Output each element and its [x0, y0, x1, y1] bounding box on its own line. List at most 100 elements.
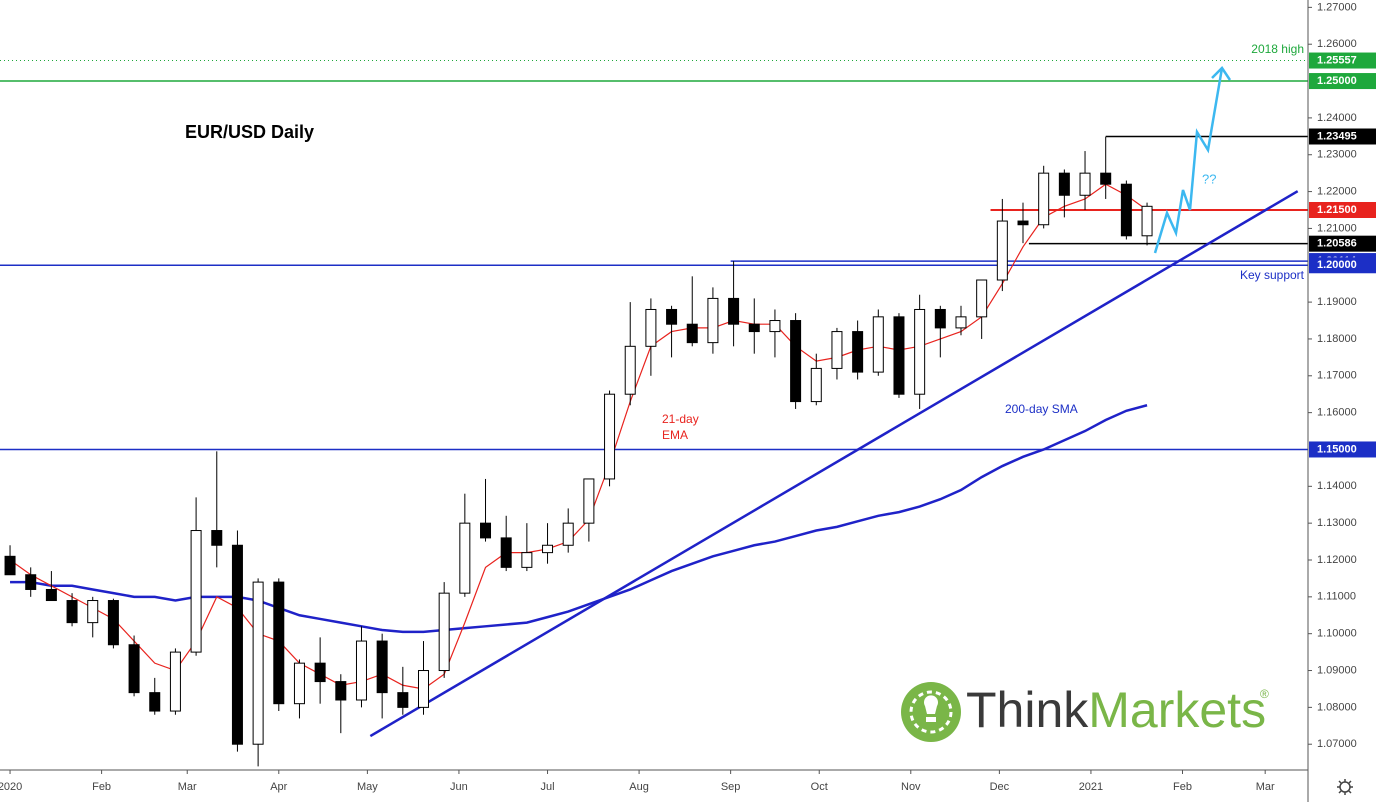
y-tick-label: 1.27000 — [1317, 1, 1357, 13]
projection-path — [1153, 67, 1224, 254]
candle-body — [1120, 183, 1132, 237]
x-tick-label: Mar — [1256, 781, 1275, 793]
price-label: 1.21500 — [1317, 204, 1357, 216]
candle-body — [976, 279, 988, 318]
logo-bulb — [923, 695, 938, 722]
candle-body — [1079, 172, 1091, 196]
candle-body — [128, 644, 140, 694]
plot-area — [0, 60, 1308, 767]
y-tick-label: 1.13000 — [1317, 517, 1357, 529]
y-tick-label: 1.24000 — [1317, 112, 1357, 124]
logo: ThinkMarkets ® — [901, 682, 1269, 742]
candle-body — [459, 522, 471, 594]
annotation: 2018 high — [1251, 42, 1304, 56]
y-tick-label: 1.17000 — [1317, 370, 1357, 382]
candle-body — [1100, 172, 1112, 185]
candle-body — [645, 308, 657, 347]
price-label-box — [1309, 257, 1376, 274]
candle-body — [748, 323, 760, 333]
candle-body — [66, 600, 78, 624]
candle-body — [293, 662, 305, 705]
candle-body — [314, 662, 326, 683]
price-label-box — [1309, 73, 1376, 90]
logo-icon-ring — [909, 690, 953, 734]
candle-body — [934, 308, 946, 329]
candle-body — [500, 537, 512, 568]
candle-body — [852, 331, 864, 373]
price-label: 1.25000 — [1317, 75, 1357, 87]
candle-body — [355, 640, 367, 701]
candle-body — [169, 651, 181, 712]
candle-body — [666, 308, 678, 325]
y-tick-label: 1.22000 — [1317, 185, 1357, 197]
candle-body — [335, 681, 347, 701]
candle-body — [376, 640, 388, 694]
candle-body — [604, 393, 616, 480]
candle-body — [686, 323, 698, 344]
projection-arrow — [1153, 66, 1232, 254]
price-label: 1.23495 — [1317, 130, 1357, 142]
settings-icon[interactable] — [1337, 779, 1353, 795]
trendline — [369, 190, 1299, 738]
candle-body — [252, 581, 264, 745]
candle-body — [25, 574, 37, 590]
y-tick-label: 1.16000 — [1317, 407, 1357, 419]
candle-body — [1058, 172, 1070, 196]
candle-body — [769, 320, 781, 333]
candle-body — [955, 316, 967, 329]
y-tick-label: 1.12000 — [1317, 554, 1357, 566]
logo-text: ThinkMarkets — [966, 682, 1266, 738]
y-tick-label: 1.21000 — [1317, 222, 1357, 234]
candle-body — [417, 670, 429, 708]
annotation: 200-day SMA — [1005, 402, 1078, 416]
x-tick-label: Sep — [721, 781, 741, 793]
price-label-box — [1309, 128, 1376, 145]
price-label-box — [1309, 52, 1376, 69]
candle-body — [872, 316, 884, 373]
y-tick-label: 1.09000 — [1317, 664, 1357, 676]
x-tick-label: Jul — [541, 781, 555, 793]
x-tick-label: Apr — [270, 781, 287, 793]
logo-think: Think — [966, 682, 1089, 738]
x-tick-label: Mar — [178, 781, 197, 793]
candle-body — [831, 331, 843, 369]
logo-markets: Markets — [1088, 682, 1266, 738]
candle-body — [521, 552, 533, 568]
candle-body — [107, 600, 119, 646]
candle-body — [480, 522, 492, 539]
y-tick-label: 1.11000 — [1317, 591, 1356, 603]
candle-body — [1038, 172, 1050, 226]
annotation: Key support — [1240, 268, 1305, 282]
price-label: 1.25557 — [1317, 54, 1357, 66]
chart-title: EUR/USD Daily — [185, 122, 314, 142]
y-tick-label: 1.10000 — [1317, 628, 1357, 640]
annotation: ?? — [1202, 171, 1216, 186]
candle-body — [211, 530, 223, 546]
arrow-head — [1211, 66, 1232, 81]
logo-mark: ® — [1260, 687, 1269, 701]
price-label: 1.20586 — [1317, 238, 1357, 250]
candle-body — [438, 592, 450, 672]
gear-teeth[interactable] — [1337, 779, 1353, 795]
candle-body — [707, 297, 719, 344]
candle-body — [542, 544, 554, 554]
candle-body — [1141, 205, 1153, 237]
y-tick-label: 1.23000 — [1317, 149, 1357, 161]
x-tick-label: Oct — [811, 781, 828, 793]
candle-body — [583, 478, 595, 524]
x-tick-label: Feb — [92, 781, 111, 793]
candle-body — [1017, 220, 1029, 226]
candle-body — [728, 297, 740, 325]
candle-body — [810, 367, 822, 403]
candle-body — [273, 581, 285, 705]
x-tick-label: 2020 — [0, 781, 22, 793]
price-label: 1.20000 — [1317, 259, 1357, 271]
candle-body — [996, 220, 1008, 281]
x-tick-label: Aug — [629, 781, 649, 793]
x-tick-label: Feb — [1173, 781, 1192, 793]
y-tick-label: 1.26000 — [1317, 38, 1357, 50]
candle-body — [87, 600, 99, 624]
annotation: 21-day — [662, 412, 699, 426]
